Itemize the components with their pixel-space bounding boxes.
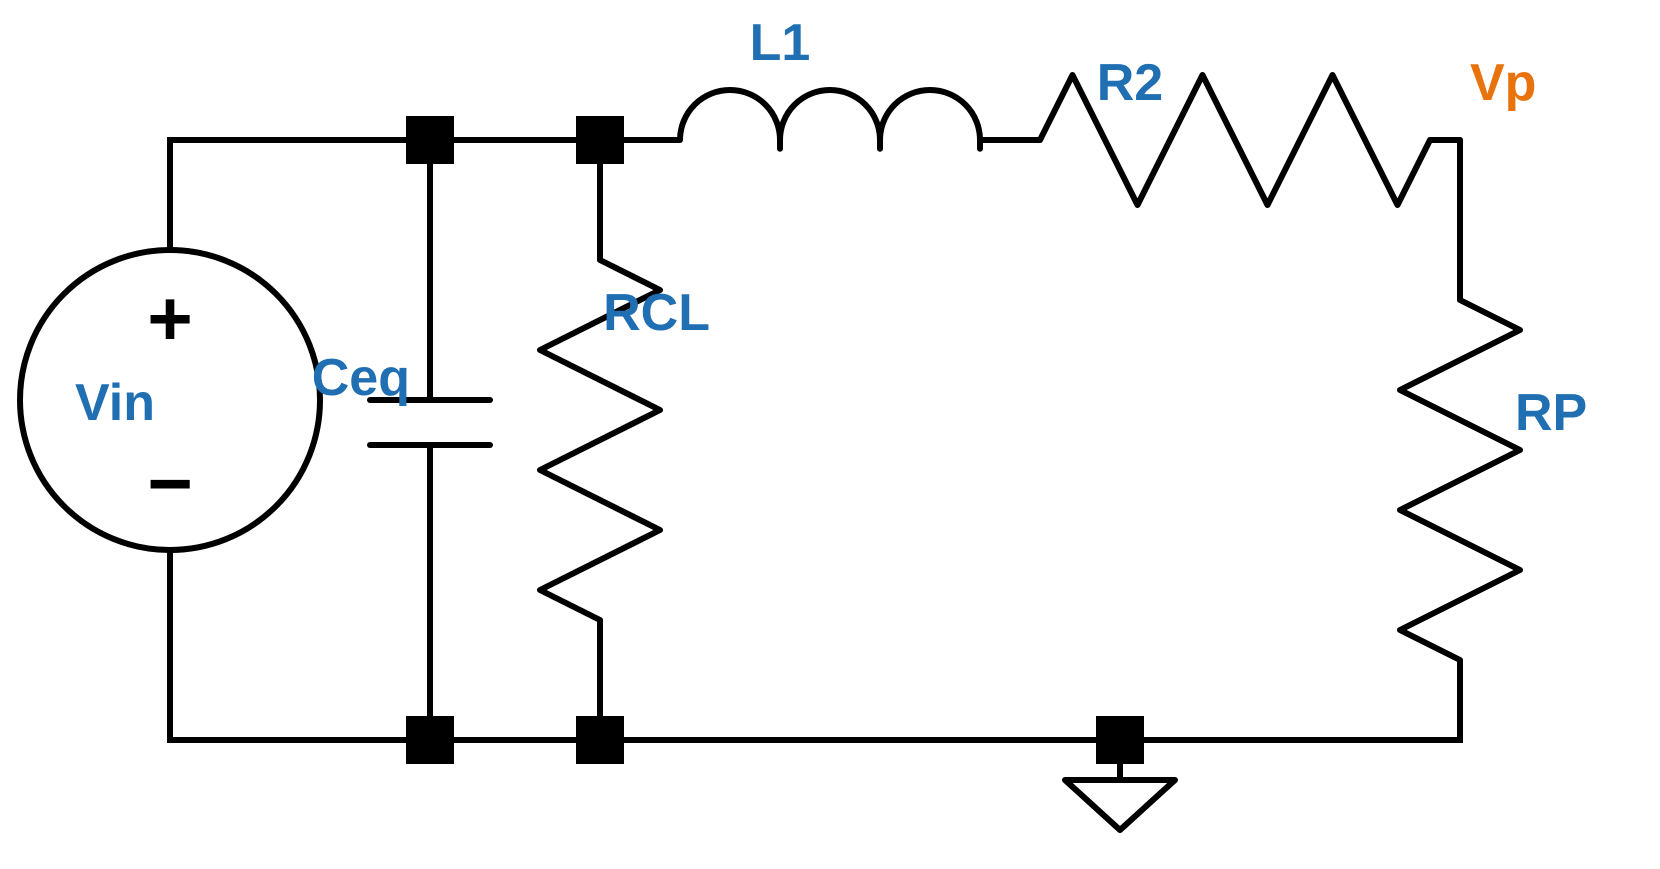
voltage-source: + − Vin: [20, 250, 320, 550]
rp-label: RP: [1515, 384, 1587, 442]
l1-label: L1: [750, 14, 811, 72]
ground-symbol: [1065, 740, 1175, 830]
source-minus-sign: −: [147, 439, 193, 527]
wires: [170, 140, 1460, 740]
capacitor-ceq: Ceq: [312, 140, 490, 740]
inductor-l1: L1: [600, 14, 1010, 149]
r2-label: R2: [1097, 54, 1163, 112]
rcl-label: RCL: [603, 284, 710, 342]
resistor-rp: RP: [1400, 140, 1587, 740]
source-plus-sign: +: [147, 274, 193, 362]
junction-nodes: [406, 116, 1144, 764]
resistor-r2: R2: [1010, 54, 1460, 205]
circuit-diagram: + − Vin Ceq RCL L1 R2 RP Vp: [0, 0, 1660, 869]
vin-label: Vin: [75, 374, 155, 432]
vp-output-label: Vp: [1470, 54, 1536, 112]
resistor-rcl: RCL: [540, 140, 710, 740]
ceq-label: Ceq: [312, 349, 410, 407]
